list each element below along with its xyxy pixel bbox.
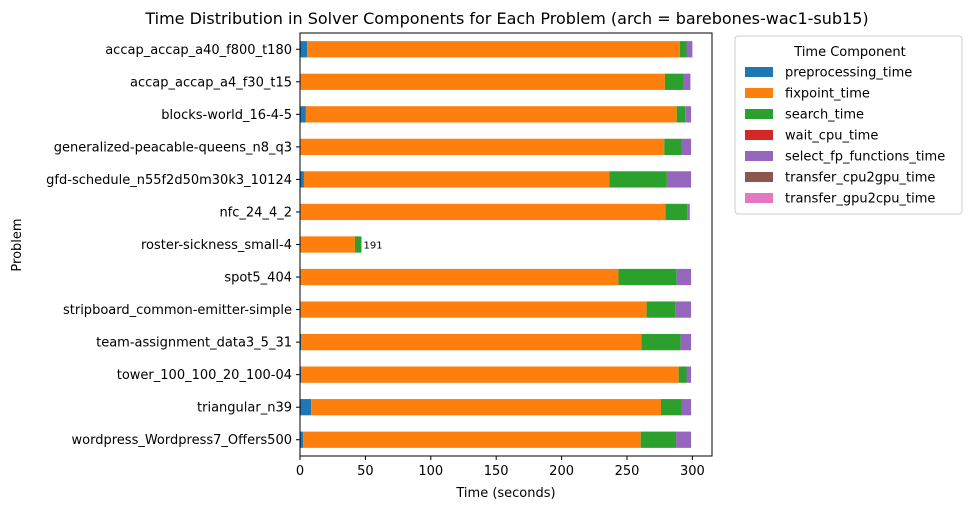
bar-segment-search-time (676, 106, 686, 123)
x-axis: 0 50 100 150 200 250 300 (296, 456, 705, 479)
bar-segment-fixpoint-time (300, 73, 665, 90)
bar-segment-preprocessing-time (300, 106, 306, 123)
y-axis: accap_accap_a40_f800_t180 accap_accap_a4_… (46, 43, 300, 448)
bar-segment-preprocessing-time (300, 431, 304, 448)
bar-segment-fixpoint-time (300, 138, 665, 156)
bar-segment-preprocessing-time (300, 333, 302, 351)
legend-label: wait_cpu_time (785, 129, 878, 144)
y-tick-label: accap_accap_a4_f30_t15 (130, 75, 292, 90)
bar-segment-search-time (609, 171, 667, 188)
x-axis-label: Time (seconds) (455, 486, 555, 501)
legend-label: fixpoint_time (785, 87, 870, 102)
bar-segment-search-time (664, 138, 682, 156)
bar-segment-select-fp-functions-time (685, 106, 692, 123)
y-tick-label: accap_accap_a40_f800_t180 (105, 43, 292, 58)
x-tick-label: 250 (615, 464, 640, 479)
bar-annotation: 191 (363, 241, 382, 252)
legend-frame (734, 35, 963, 215)
bar-segment-preprocessing-time (300, 366, 302, 383)
legend-swatch (745, 88, 773, 98)
legend-label: search_time (785, 108, 864, 123)
legend-swatch (745, 193, 773, 203)
legend-items: preprocessing_time fixpoint_time search_ti… (745, 66, 945, 207)
bar-segment-select-fp-functions-time (666, 171, 692, 188)
bar-segment-select-fp-functions-time (686, 366, 692, 383)
annotations: 191 (363, 241, 382, 252)
bar-segment-search-time (678, 366, 687, 383)
y-tick-label: gfd-schedule_n55f2d50m30k3_10124 (46, 173, 292, 188)
plot-frame (299, 32, 713, 457)
bar-segment-preprocessing-time (300, 171, 304, 188)
bar-segment-search-time (664, 73, 684, 90)
y-tick-label: wordpress_Wordpress7_Offers500 (72, 433, 292, 448)
x-tick-label: 300 (680, 464, 705, 479)
x-tick-label: 0 (296, 464, 304, 479)
bar-segment-fixpoint-time (300, 268, 619, 286)
x-tick-label: 50 (357, 464, 374, 479)
legend-swatch (745, 130, 773, 140)
bar-segment-fixpoint-time (301, 366, 679, 383)
x-tick-label: 100 (418, 464, 443, 479)
x-tick-label: 150 (484, 464, 509, 479)
legend-swatch (745, 109, 773, 119)
bar-segment-search-time (641, 333, 681, 351)
bar-segment-fixpoint-time (300, 301, 647, 318)
y-tick-label: generalized-peacable-queens_n8_q3 (54, 140, 292, 155)
bar-segment-select-fp-functions-time (687, 203, 690, 221)
bar-segment-select-fp-functions-time (676, 268, 692, 286)
y-tick-label: stripboard_common-emitter-simple (63, 303, 292, 318)
y-tick-label: tower_100_100_20_100-04 (117, 368, 292, 383)
y-axis-label: Problem (10, 218, 25, 271)
chart-title: Time Distribution in Solver Components f… (144, 9, 868, 28)
legend-label: transfer_cpu2gpu_time (785, 171, 935, 186)
x-tick-label: 200 (549, 464, 574, 479)
y-tick-label: blocks-world_16-4-5 (161, 108, 292, 123)
bar-segment-search-time (660, 399, 682, 416)
bar-segment-fixpoint-time (301, 333, 642, 351)
legend-title: Time Component (793, 45, 905, 60)
legend-label: transfer_gpu2cpu_time (785, 192, 935, 207)
bar-segment-fixpoint-time (305, 106, 677, 123)
bar-segment-search-time (640, 431, 677, 448)
bar-segment-search-time (618, 268, 677, 286)
bar-segment-select-fp-functions-time (675, 301, 692, 318)
legend-swatch (745, 172, 773, 182)
y-tick-label: roster-sickness_small-4 (141, 238, 292, 253)
bars-group (300, 41, 693, 448)
bar-segment-select-fp-functions-time (686, 41, 693, 58)
bar-segment-fixpoint-time (303, 431, 641, 448)
legend: Time Component preprocessing_timefixpoin… (734, 35, 963, 215)
bar-segment-search-time (646, 301, 676, 318)
bar-segment-search-time (354, 236, 362, 253)
bar-segment-fixpoint-time (300, 236, 355, 253)
y-tick-label: nfc_24_4_2 (219, 205, 292, 220)
y-tick-label: triangular_n39 (197, 401, 292, 416)
bar-segment-select-fp-functions-time (683, 73, 691, 90)
bar-segment-search-time (679, 41, 687, 58)
bar-segment-fixpoint-time (300, 203, 666, 221)
bar-segment-select-fp-functions-time (681, 399, 692, 416)
bar-segment-select-fp-functions-time (676, 431, 692, 448)
legend-swatch (745, 67, 773, 77)
legend-swatch (745, 151, 773, 161)
bar-segment-select-fp-functions-time (681, 138, 692, 156)
legend-label: preprocessing_time (785, 66, 912, 81)
bar-segment-fixpoint-time (307, 41, 680, 58)
y-tick-label: spot5_404 (224, 271, 292, 286)
bar-segment-preprocessing-time (300, 41, 308, 58)
bar-segment-select-fp-functions-time (680, 333, 692, 351)
bar-segment-fixpoint-time (311, 399, 661, 416)
legend-label: select_fp_functions_time (785, 150, 945, 165)
bar-segment-preprocessing-time (300, 399, 312, 416)
bar-segment-fixpoint-time (303, 171, 610, 188)
bar-segment-search-time (665, 203, 688, 221)
y-tick-label: team-assignment_data3_5_31 (96, 336, 292, 351)
